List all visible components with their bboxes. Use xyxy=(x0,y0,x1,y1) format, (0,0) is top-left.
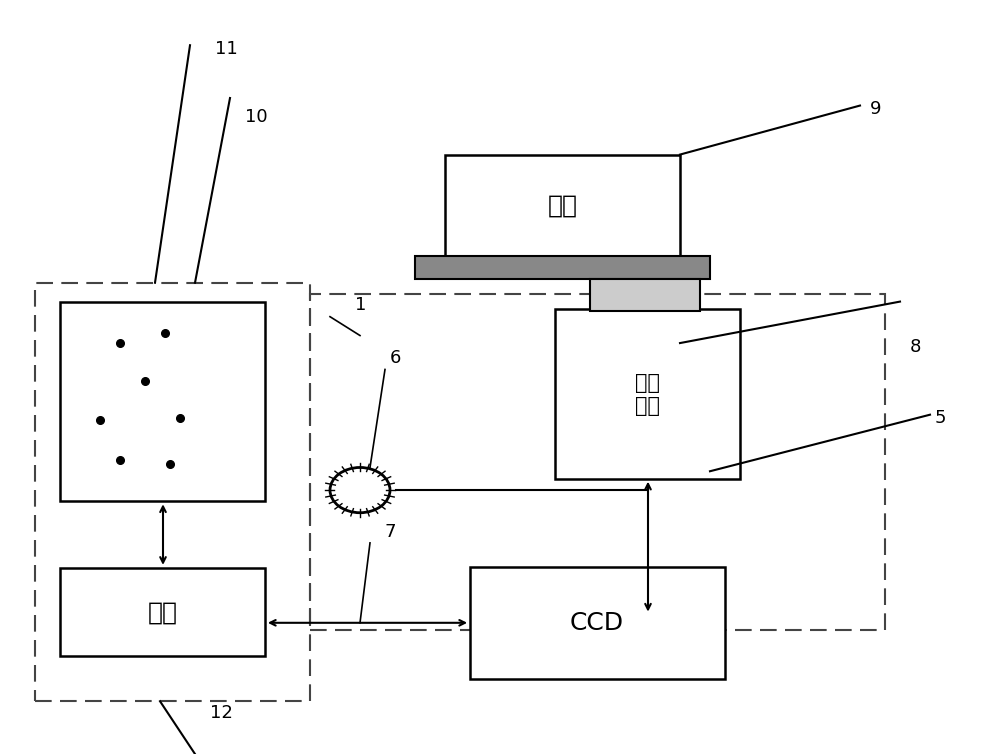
Bar xyxy=(590,279,700,311)
Text: 5: 5 xyxy=(935,409,946,428)
Bar xyxy=(555,309,740,479)
Text: 7: 7 xyxy=(385,523,396,541)
Text: 9: 9 xyxy=(870,100,882,118)
Text: 磁性
物镜: 磁性 物镜 xyxy=(635,372,660,416)
Text: 6: 6 xyxy=(390,349,401,367)
Bar xyxy=(60,568,265,656)
Bar xyxy=(470,567,725,679)
Text: 样品: 样品 xyxy=(548,194,578,218)
Bar xyxy=(415,256,710,279)
Bar xyxy=(445,155,680,256)
Text: 主机: 主机 xyxy=(148,600,178,624)
Text: 10: 10 xyxy=(245,108,268,126)
Text: 12: 12 xyxy=(210,703,233,722)
Text: 11: 11 xyxy=(215,40,238,58)
Bar xyxy=(310,294,885,630)
Text: 1: 1 xyxy=(355,296,366,314)
Bar xyxy=(35,283,310,701)
Text: 8: 8 xyxy=(910,338,921,356)
Bar xyxy=(60,302,265,501)
Text: CCD: CCD xyxy=(570,611,624,635)
